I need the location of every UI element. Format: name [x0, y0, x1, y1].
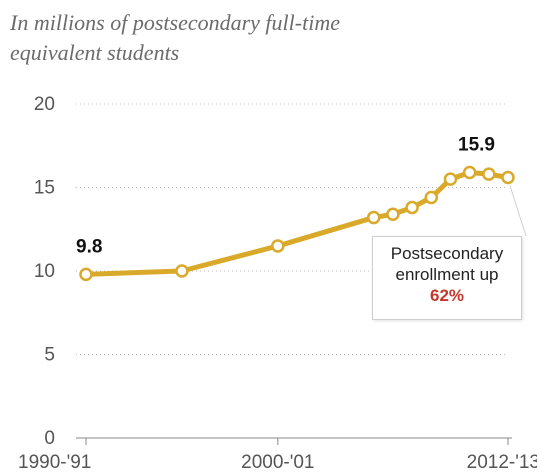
- y-axis-ticks: 0 5 10 15 20: [34, 94, 55, 449]
- callout-pointer: [509, 185, 527, 237]
- data-point: [366, 210, 381, 225]
- y-tick-label: 10: [34, 261, 55, 282]
- x-tick-label: 2012-'13: [467, 452, 537, 473]
- data-point: [443, 172, 458, 186]
- end-value-label: 15.9: [458, 134, 495, 155]
- data-point: [424, 190, 439, 205]
- data-point: [386, 207, 400, 221]
- data-point: [462, 165, 477, 180]
- start-value-label: 9.8: [76, 236, 102, 257]
- data-point: [482, 167, 496, 181]
- x-tick-label: 2000-'01: [241, 452, 314, 473]
- data-point: [79, 267, 93, 282]
- chart-subtitle: In millions of postsecondary full-time e…: [10, 8, 530, 68]
- y-tick-label: 20: [34, 94, 55, 115]
- callout-line-1: Postsecondary: [390, 244, 504, 263]
- callout-box: Postsecondary enrollment up 62%: [372, 236, 522, 320]
- x-tick-label: 1990-'91: [18, 452, 91, 473]
- callout-line-2: enrollment up: [395, 265, 499, 284]
- y-tick-label: 15: [34, 178, 55, 199]
- data-point: [271, 239, 285, 253]
- data-point: [405, 200, 419, 215]
- y-tick-label: 5: [44, 345, 55, 366]
- x-axis: 1990-'91 2000-'01 2012-'13: [18, 437, 537, 473]
- y-tick-label: 0: [44, 428, 55, 449]
- data-point: [175, 264, 189, 278]
- data-points: [79, 165, 515, 282]
- data-point: [501, 170, 515, 185]
- callout-percent: 62%: [429, 286, 465, 305]
- subtitle-line-1: In millions of postsecondary full-time: [10, 10, 340, 35]
- subtitle-line-2: equivalent students: [10, 40, 180, 65]
